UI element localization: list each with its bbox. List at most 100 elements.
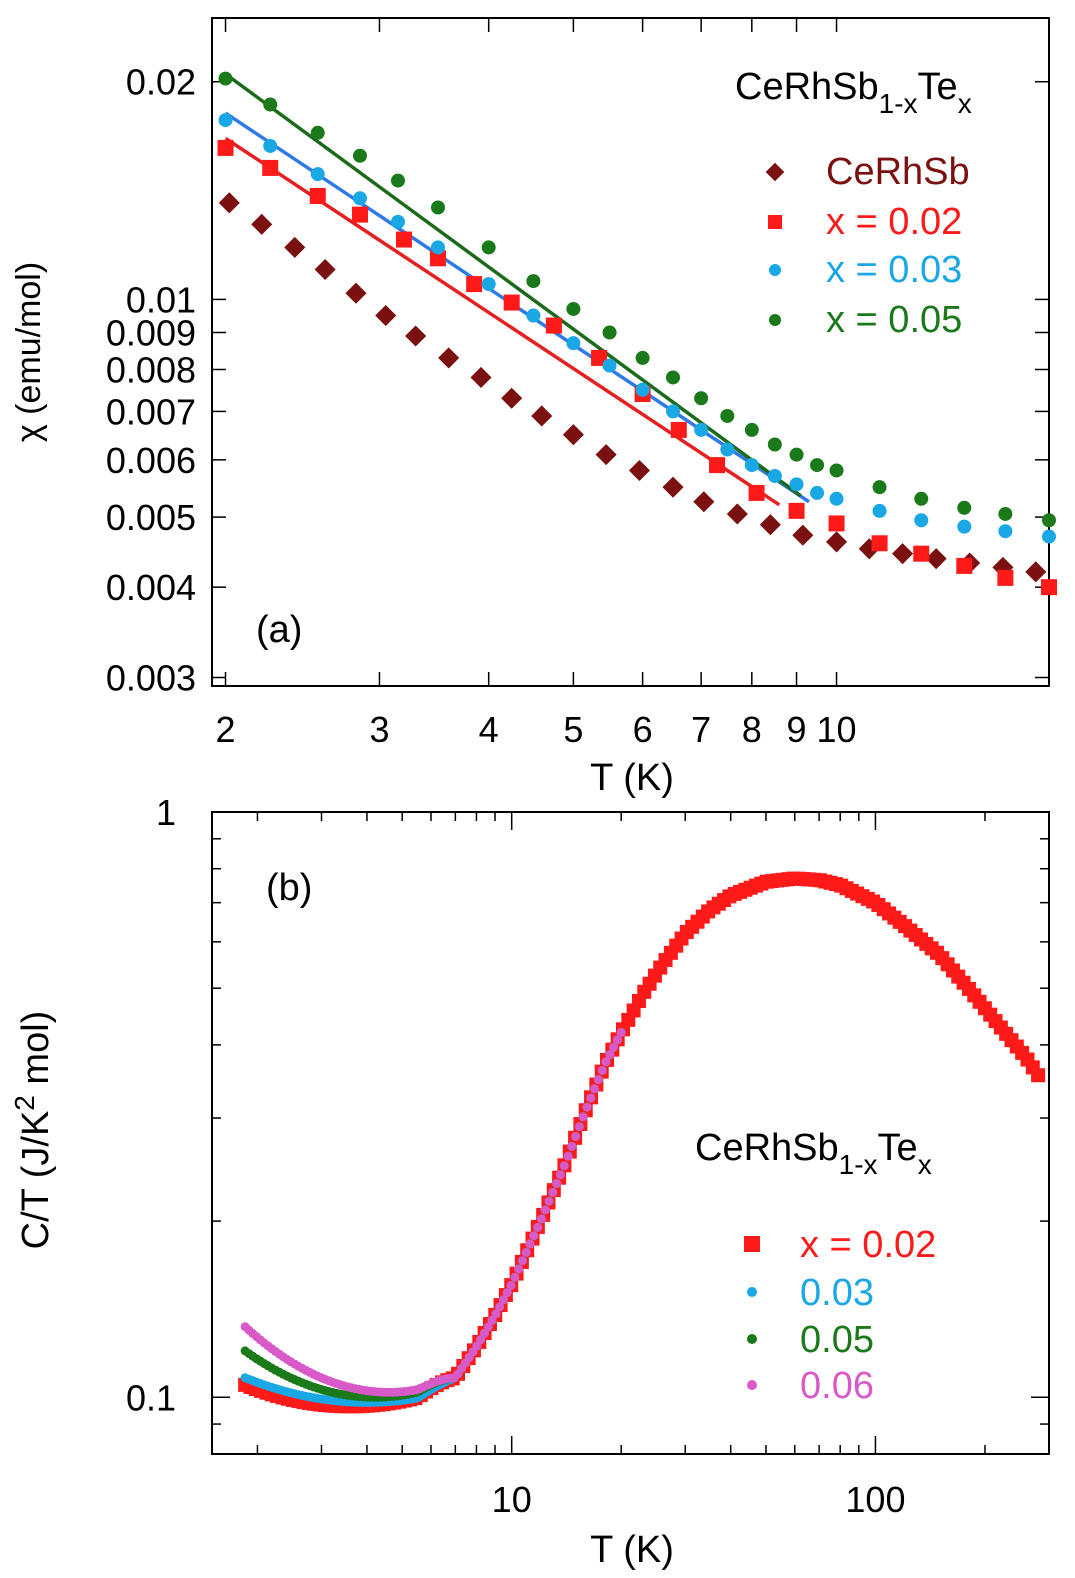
data-point (498, 1295, 508, 1305)
data-point (998, 524, 1013, 539)
data-point (694, 391, 709, 406)
data-point (514, 1264, 524, 1274)
data-point (345, 282, 367, 304)
data-point (429, 250, 446, 267)
data-point (616, 1028, 626, 1038)
panel-b-chart: 10 100 0.1 1 C/T (J/K2 mol) T (K) (b) CeRhS… (9, 792, 1050, 1571)
data-point (562, 424, 584, 446)
data-point (510, 1272, 520, 1282)
data-point (540, 1205, 550, 1215)
panel-b-legend-title: CeRhSb1-xTex (695, 1127, 932, 1180)
legend-title-sub1: 1-x (839, 1149, 878, 1180)
data-point (525, 1239, 535, 1249)
data-point (635, 382, 650, 397)
data-point (555, 1170, 565, 1180)
data-point (533, 1222, 543, 1232)
data-point (670, 421, 687, 438)
data-point (792, 524, 814, 546)
data-point (595, 444, 617, 466)
ylabel-base: C/T (J/K (15, 1111, 57, 1250)
series-1 (217, 139, 1057, 596)
y-tick-label: 0.004 (106, 567, 196, 608)
data-point (405, 325, 427, 347)
panel-b-data-points (238, 871, 1046, 1414)
series-3 (240, 1028, 626, 1397)
data-point (310, 125, 325, 140)
data-point (605, 1050, 615, 1060)
data-point (829, 491, 844, 506)
data-point (590, 1084, 600, 1094)
data-point (788, 502, 805, 519)
data-point (1042, 513, 1056, 528)
panel-a-legend: CeRhSb x = 0.02 x = 0.03 x = 0.05 (765, 151, 970, 341)
data-point (635, 350, 650, 365)
data-point (956, 557, 973, 574)
legend-title-base: CeRhSb (735, 66, 879, 108)
data-point (693, 491, 715, 513)
x-tick-label: 10 (817, 709, 857, 750)
data-point (314, 258, 336, 281)
data-point (872, 503, 887, 518)
data-point (559, 1161, 569, 1171)
legend-title-base: CeRhSb (695, 1127, 839, 1169)
data-point (612, 1035, 622, 1045)
panel-b-x-axis-label: T (K) (590, 1529, 674, 1571)
data-point (810, 485, 825, 500)
ylabel-sup: 2 (9, 1095, 40, 1111)
data-point (789, 447, 804, 462)
panel-b-y-axis-label: C/T (J/K2 mol) (9, 1011, 57, 1250)
x-tick-label: 10 (492, 1479, 532, 1520)
legend-marker (747, 1334, 757, 1344)
data-point (567, 1141, 577, 1151)
data-point (430, 200, 445, 215)
panel-a-tick-labels: 2 3 4 5 6 7 8 9 10 0.003 0.004 0.005 0.006 0.0070.008… (106, 62, 857, 750)
y-tick-label: 0.02 (126, 62, 196, 103)
data-point (495, 1302, 505, 1312)
data-point (566, 336, 581, 351)
data-point (662, 476, 684, 498)
data-point (536, 1214, 546, 1224)
panel-a-ticks (212, 18, 1049, 686)
data-point (767, 437, 782, 452)
data-point (720, 408, 735, 423)
data-point (502, 1288, 512, 1298)
data-point (218, 192, 240, 214)
data-point (998, 506, 1013, 521)
data-point (913, 545, 930, 562)
y-tick-label: 0.003 (106, 658, 196, 699)
legend-label: CeRhSb (826, 151, 970, 193)
data-point (914, 491, 929, 506)
data-point (470, 366, 492, 388)
data-point (744, 422, 759, 437)
data-point (957, 519, 972, 534)
data-point (871, 535, 888, 552)
data-point (251, 213, 273, 235)
series-2 (218, 113, 1056, 544)
legend-label: 0.06 (800, 1365, 874, 1407)
data-point (544, 1196, 554, 1206)
data-point (390, 173, 405, 188)
data-point (1031, 1068, 1046, 1083)
data-point (395, 231, 412, 248)
data-point (430, 240, 445, 255)
data-point (491, 1309, 501, 1319)
data-point (571, 1131, 581, 1141)
data-point (466, 276, 483, 293)
data-point (352, 191, 367, 206)
y-tick-label: 0.009 (106, 312, 196, 353)
data-point (759, 514, 781, 536)
data-point (872, 480, 887, 495)
panel-a-chart: 2 3 4 5 6 7 8 9 10 0.003 0.004 0.005 0.006 0.0070.008… (10, 17, 1057, 799)
data-point (310, 167, 325, 182)
data-point (609, 1042, 619, 1052)
data-point (263, 97, 278, 112)
data-point (481, 277, 496, 292)
x-tick-label: 8 (742, 709, 762, 750)
x-tick-label: 4 (479, 709, 499, 750)
data-point (438, 347, 460, 369)
data-point (597, 1065, 607, 1075)
x-tick-label: 7 (691, 709, 711, 750)
data-point (521, 1247, 531, 1257)
data-point (218, 71, 233, 86)
fit-line (224, 72, 802, 498)
